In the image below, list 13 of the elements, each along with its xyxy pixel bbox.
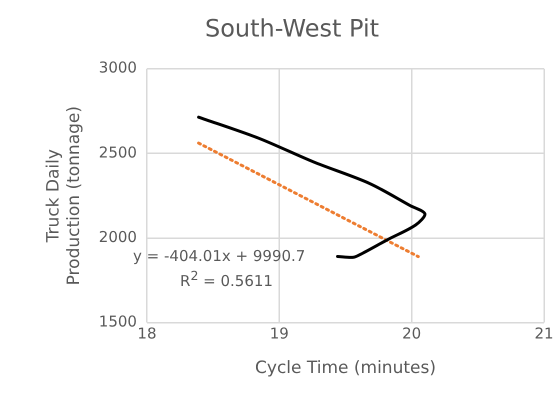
y-axis-title: Truck Daily Production (tonnage)	[44, 106, 84, 286]
y-tick-label: 1500	[98, 312, 137, 330]
chart-title: South-West Pit	[204, 14, 380, 43]
y-tick-label: 2500	[98, 143, 137, 162]
y-tick-label: 2000	[98, 228, 137, 246]
y-tick-label: 3000	[98, 58, 137, 77]
x-tick-label: 20	[402, 324, 422, 342]
annotation: y = -404.01x + 9990.7	[133, 247, 306, 265]
x-tick-label: 19	[270, 324, 289, 342]
x-axis-title: Cycle Time (minutes)	[255, 358, 436, 378]
x-tick-label: 18	[137, 324, 157, 342]
annotation: R$^{2}$ = 0.5611	[180, 268, 273, 290]
x-tick-label: 21	[534, 324, 554, 342]
